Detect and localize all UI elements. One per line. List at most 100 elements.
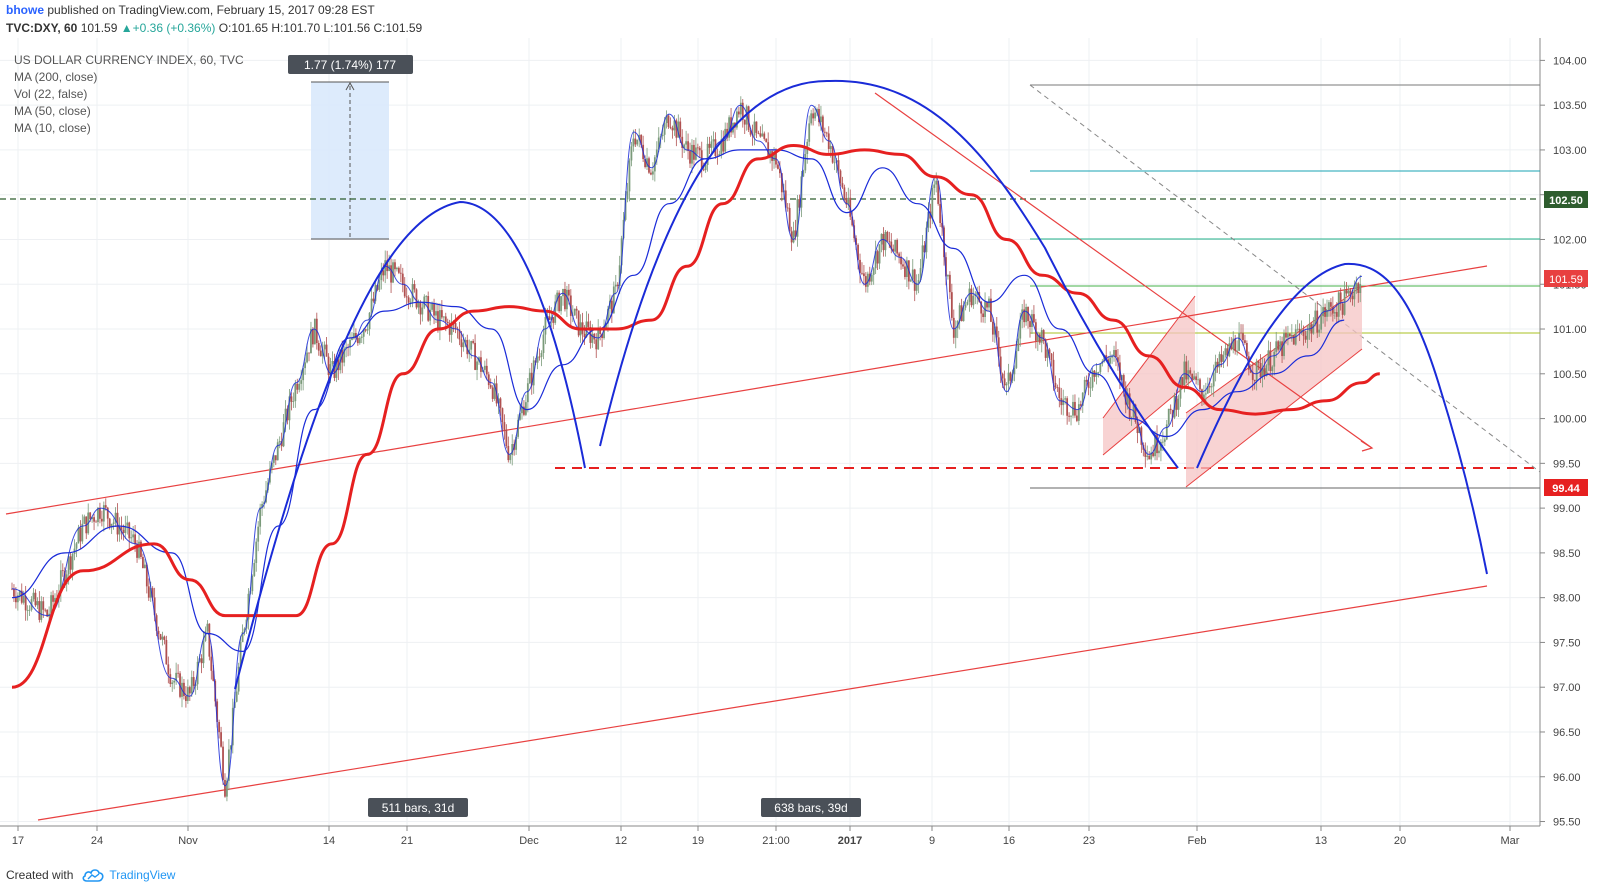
price-tag-99-44: 99.44 — [1552, 483, 1580, 495]
arc-3[interactable] — [1196, 262, 1488, 575]
candle-body-674 — [1328, 302, 1330, 311]
candle-body-514 — [1015, 351, 1018, 368]
candle-body-81 — [169, 674, 172, 685]
candle-body-182 — [366, 329, 369, 331]
x-tick-label-7: 19 — [692, 835, 704, 847]
candle-body-162 — [327, 356, 330, 376]
candle-body-515 — [1017, 338, 1020, 352]
candle-body-354 — [702, 169, 705, 171]
candle-body-509 — [1005, 383, 1008, 386]
candle-body-65 — [138, 541, 140, 558]
candle-body-433 — [857, 244, 859, 260]
candle-body-325 — [646, 158, 648, 167]
candle-body-650 — [1281, 341, 1283, 357]
candle-body-481 — [950, 292, 953, 318]
candle-body-507 — [1001, 373, 1004, 379]
candle-body-340 — [675, 120, 678, 138]
candle-body-415 — [821, 116, 824, 132]
candle-body-613 — [1208, 386, 1211, 388]
candle-body-687 — [1353, 290, 1356, 300]
fib-diagonal[interactable] — [1029, 84, 1541, 473]
candle-body-12 — [34, 592, 37, 606]
candle-body-27 — [63, 570, 66, 585]
candle-body-357 — [708, 143, 711, 148]
arc-2[interactable] — [599, 79, 1179, 469]
candle-body-520 — [1027, 306, 1029, 322]
price-tag-99-44-bg — [1544, 479, 1588, 496]
candle-body-66 — [140, 541, 142, 557]
candle-body-185 — [372, 298, 375, 302]
legend-ma-200[interactable]: MA (200, close) — [14, 70, 98, 84]
legend-ma-50[interactable]: MA (50, close) — [14, 104, 91, 118]
candle-body-88 — [183, 682, 185, 697]
candle-body-222 — [444, 316, 447, 322]
channel-1[interactable] — [1103, 296, 1195, 455]
candle-body-302 — [601, 333, 603, 339]
candle-body-475 — [939, 203, 942, 223]
candle-body-637 — [1255, 361, 1258, 381]
candle-body-399 — [790, 231, 793, 243]
candle-body-464 — [917, 280, 920, 283]
candle-body-200 — [401, 273, 404, 285]
candle-body-396 — [784, 190, 787, 208]
candle-body-203 — [407, 297, 410, 303]
candle-body-208 — [417, 302, 420, 308]
candle-body-673 — [1326, 310, 1328, 317]
candle-body-33 — [75, 543, 78, 549]
candle-body-620 — [1222, 355, 1225, 362]
lower-trendline[interactable] — [37, 585, 1488, 821]
candle-body-281 — [560, 296, 562, 312]
candle-body-73 — [153, 597, 156, 616]
candle-body-198 — [397, 267, 400, 273]
candle-body-327 — [650, 172, 652, 175]
price-chart[interactable]: 95.50 96.00 96.50 97.00 97.50 98.00 98.50 99.00… — [0, 38, 1597, 860]
candle-body-534 — [1054, 382, 1057, 388]
legend-ma-10[interactable]: MA (10, close) — [14, 121, 91, 135]
candle-body-146 — [296, 383, 299, 390]
candle-body-117 — [239, 642, 242, 667]
channel-2[interactable] — [1186, 286, 1362, 487]
candle-body-250 — [499, 398, 502, 409]
candle-body-259 — [517, 419, 519, 437]
descending-trendline[interactable] — [874, 92, 1373, 449]
candle-body-411 — [814, 112, 816, 119]
candle-body-143 — [290, 396, 293, 402]
x-tick-label-9: 2017 — [838, 835, 862, 847]
legend-vol[interactable]: Vol (22, false) — [14, 87, 88, 101]
candle-body-255 — [509, 455, 512, 461]
candle-body-238 — [476, 361, 478, 370]
measure-arrow-head-icon — [345, 81, 355, 91]
candle-body-254 — [507, 445, 510, 461]
candle-body-285 — [567, 289, 570, 296]
arc-1[interactable] — [234, 200, 586, 690]
upper-trendline[interactable] — [5, 265, 1488, 515]
candle-body-530 — [1046, 349, 1049, 358]
candle-body-318 — [632, 138, 635, 147]
candle-body-607 — [1197, 379, 1199, 381]
candle-body-555 — [1095, 372, 1098, 377]
candle-body-165 — [333, 360, 336, 378]
candle-body-618 — [1218, 354, 1221, 368]
candle-body-196 — [394, 262, 396, 270]
candle-body-324 — [644, 159, 646, 167]
candle-body-634 — [1249, 369, 1252, 373]
candle-body-405 — [802, 170, 805, 177]
candle-body-679 — [1337, 292, 1340, 317]
candle-body-46 — [100, 518, 103, 522]
candle-body-442 — [874, 251, 877, 269]
tradingview-link[interactable]: TradingView — [81, 868, 175, 882]
candle-body-521 — [1029, 321, 1031, 328]
candle-body-490 — [968, 288, 971, 302]
price-tag-102-50-bg — [1544, 191, 1588, 208]
candle-body-483 — [954, 328, 957, 338]
candle-body-145 — [294, 383, 297, 402]
candle-body-242 — [483, 365, 486, 370]
candle-body-269 — [536, 356, 539, 363]
x-tick-label-14: 13 — [1315, 835, 1327, 847]
candle-body-60 — [128, 522, 131, 539]
candle-body-290 — [577, 310, 580, 336]
candle-body-494 — [976, 292, 979, 295]
candle-body-99 — [204, 631, 207, 641]
candle-body-685 — [1349, 290, 1352, 296]
author-link[interactable]: bhowe — [6, 3, 44, 17]
